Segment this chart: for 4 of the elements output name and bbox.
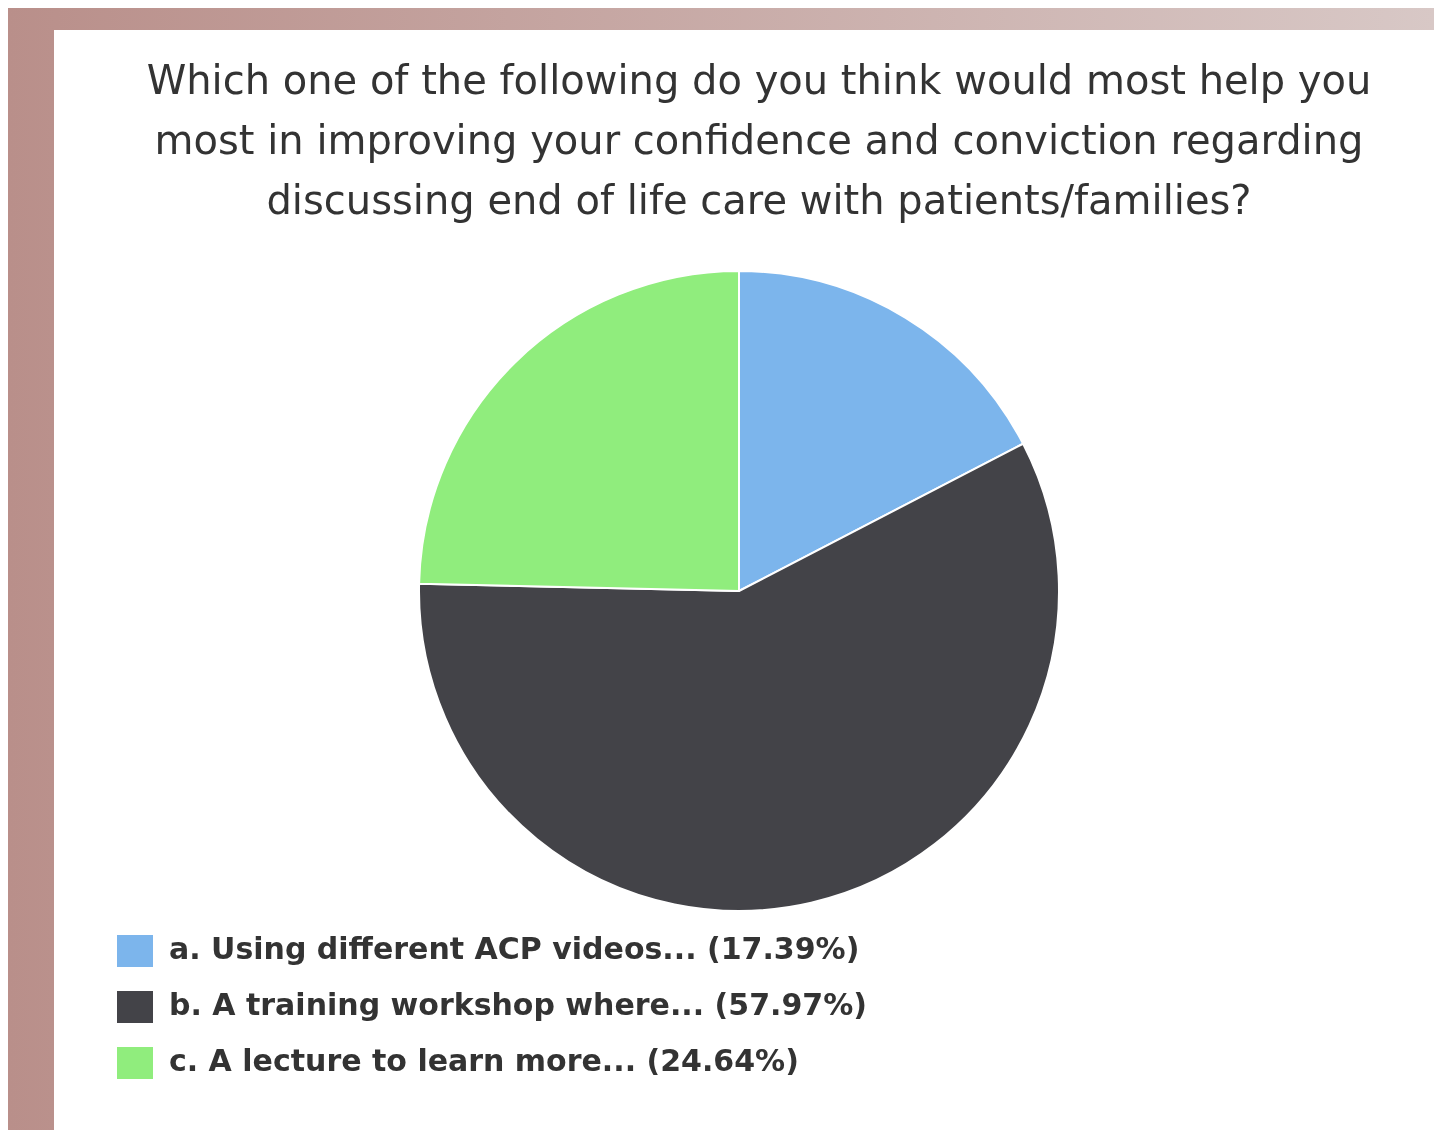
chart-title: Which one of the following do you think would most help you most in improving your confidence and conviction regarding discussing end of life care with patients/families? — [145, 56, 1373, 225]
legend-label: c. A lecture to learn more... (24.64%) — [169, 1042, 799, 1078]
legend-label: b. A training workshop where... (57.97%) — [169, 986, 867, 1022]
legend-label: a. Using different ACP videos... (17.39%) — [169, 930, 860, 966]
